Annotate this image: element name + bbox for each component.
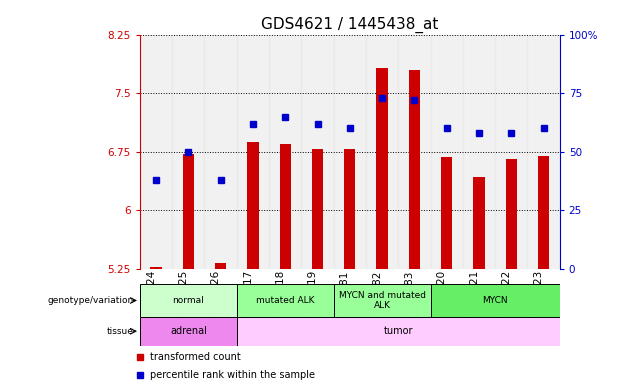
Text: tumor: tumor	[384, 326, 413, 336]
Bar	[527, 35, 560, 269]
Bar	[301, 35, 334, 269]
Bar	[377, 68, 388, 269]
Bar	[247, 142, 259, 269]
Bar	[312, 149, 323, 269]
Text: MYCN: MYCN	[482, 296, 508, 305]
Bar	[140, 35, 172, 269]
Bar	[366, 35, 398, 269]
Bar	[495, 35, 527, 269]
Bar	[473, 177, 485, 269]
Title: GDS4621 / 1445438_at: GDS4621 / 1445438_at	[261, 17, 438, 33]
Bar	[334, 284, 431, 317]
Text: tissue: tissue	[107, 327, 134, 336]
Bar	[237, 284, 334, 317]
Bar	[205, 35, 237, 269]
Text: adrenal: adrenal	[170, 326, 207, 336]
Bar	[431, 284, 560, 317]
Bar	[215, 263, 226, 269]
Text: normal: normal	[172, 296, 204, 305]
Bar	[140, 284, 237, 317]
Bar	[183, 154, 194, 269]
Bar	[538, 156, 549, 269]
Bar	[409, 70, 420, 269]
Bar	[398, 35, 431, 269]
Bar	[441, 157, 452, 269]
Bar	[506, 159, 517, 269]
Text: genotype/variation: genotype/variation	[47, 296, 134, 305]
Text: transformed count: transformed count	[150, 352, 241, 362]
Bar	[280, 144, 291, 269]
Bar	[269, 35, 301, 269]
Bar	[237, 35, 269, 269]
Bar	[140, 317, 237, 346]
Bar	[463, 35, 495, 269]
Bar	[334, 35, 366, 269]
Bar	[431, 35, 463, 269]
Bar	[172, 35, 205, 269]
Text: percentile rank within the sample: percentile rank within the sample	[150, 370, 315, 380]
Text: MYCN and mutated
ALK: MYCN and mutated ALK	[338, 291, 425, 310]
Bar	[344, 149, 356, 269]
Text: mutated ALK: mutated ALK	[256, 296, 314, 305]
Bar	[150, 267, 162, 269]
Bar	[237, 317, 560, 346]
